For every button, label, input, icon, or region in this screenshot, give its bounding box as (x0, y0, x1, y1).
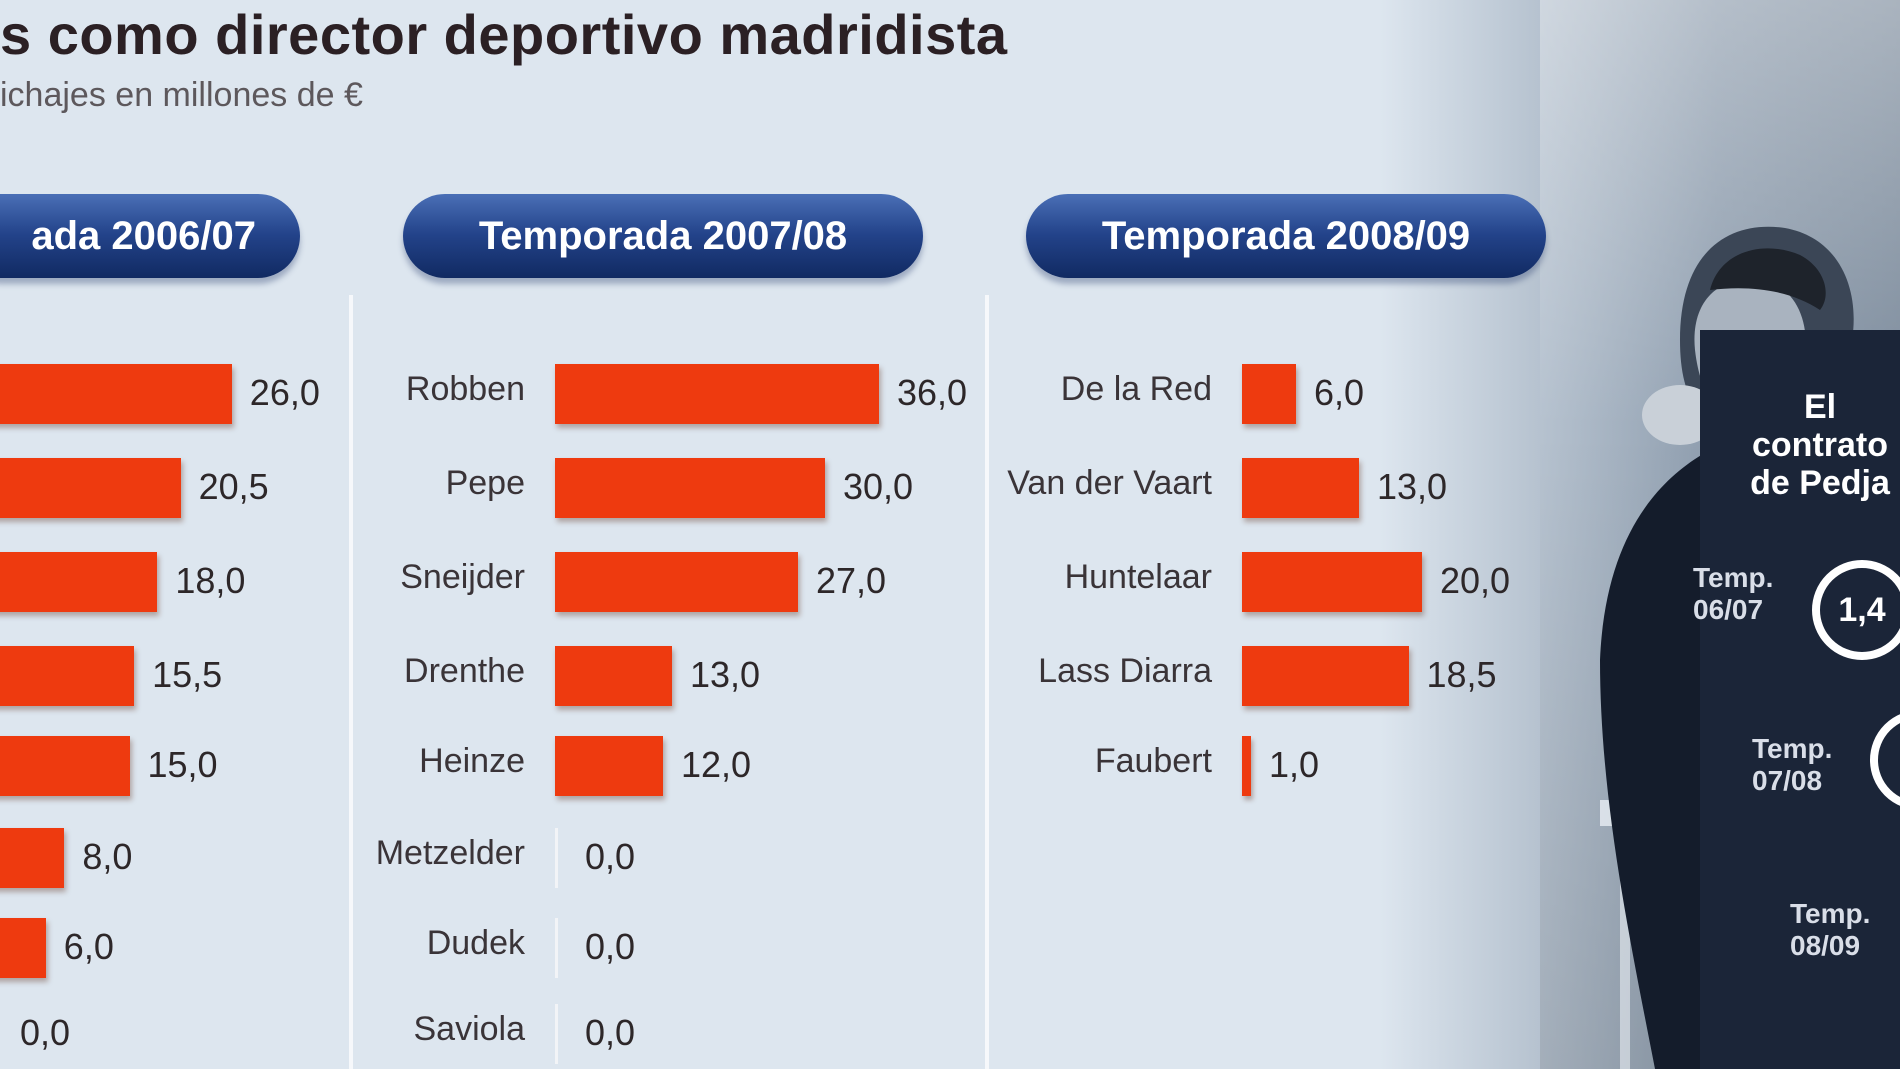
bar (555, 458, 825, 518)
season-header-label: ada 2006/07 (31, 213, 256, 258)
value-label: 20,5 (198, 466, 269, 507)
season-label-08-09: Temp. 08/09 (1790, 898, 1870, 962)
value-label: 18,0 (175, 560, 246, 601)
bar (555, 646, 672, 706)
panel-divider-1 (349, 295, 353, 1069)
value-label: 27,0 (816, 560, 887, 601)
category-label: Heinze (419, 742, 525, 780)
bar (0, 828, 65, 888)
value-label: 30,0 (843, 466, 914, 507)
category-label: De la Red (1060, 370, 1212, 408)
value-label: 18,5 (1426, 654, 1497, 695)
contract-value-ring-06-07: 1,4 (1812, 560, 1900, 660)
bar (0, 918, 46, 978)
bar (0, 552, 158, 612)
category-label: Sneijder (400, 558, 525, 596)
value-label: 0,0 (20, 1012, 71, 1053)
contract-heading: El contrato de Pedja (1735, 388, 1900, 502)
bar (1242, 646, 1409, 706)
category-label: Faubert (1094, 742, 1212, 780)
category-label: Van der Vaart (1007, 464, 1212, 502)
chart-subtitle: ichajes en millones de € (0, 76, 363, 114)
season-header-2008-09: Temporada 2008/09 (1026, 194, 1546, 278)
season-label-line: 08/09 (1790, 930, 1861, 961)
category-label: Drenthe (404, 652, 525, 690)
contract-value: 1,4 (1838, 590, 1886, 629)
season-header-2006-07: ada 2006/07 (0, 194, 300, 278)
value-label: 8,0 (82, 836, 133, 877)
season-header-label: Temporada 2007/08 (478, 213, 848, 258)
value-label: 20,0 (1440, 560, 1511, 601)
value-label: 0,0 (585, 926, 636, 967)
season-label-07-08: Temp. 07/08 (1752, 733, 1832, 797)
category-label: Huntelaar (1064, 558, 1212, 596)
category-label: Saviola (413, 1010, 525, 1048)
value-label: 15,0 (147, 744, 218, 785)
chart-title: s como director deportivo madridista (0, 3, 1008, 66)
season-label-06-07: Temp. 06/07 (1693, 562, 1773, 626)
bar (0, 364, 232, 424)
bar (555, 552, 798, 612)
value-label: 6,0 (1314, 372, 1365, 413)
zero-bar (555, 828, 558, 888)
bar (555, 364, 879, 424)
bar (1242, 736, 1251, 796)
category-label: Robben (405, 370, 525, 408)
value-label: 0,0 (585, 836, 636, 877)
value-label: 1,0 (1269, 744, 1320, 785)
bar (0, 736, 130, 796)
bar (0, 458, 181, 518)
value-label: 13,0 (1377, 466, 1448, 507)
category-label: Metzelder (375, 834, 525, 872)
value-label: 36,0 (897, 372, 968, 413)
value-label: 15,5 (152, 654, 223, 695)
category-label: Pepe (445, 464, 525, 502)
bar (1242, 552, 1422, 612)
bar (1242, 364, 1296, 424)
bar (1242, 458, 1359, 518)
contract-heading-line: contrato (1752, 426, 1888, 464)
zero-bar (555, 918, 558, 978)
value-label: 0,0 (585, 1012, 636, 1053)
contract-heading-line: El (1803, 388, 1837, 426)
value-label: 26,0 (249, 372, 320, 413)
season-header-label: Temporada 2008/09 (1101, 213, 1471, 258)
category-label: Lass Diarra (1038, 652, 1212, 690)
value-label: 12,0 (681, 744, 752, 785)
bar (0, 646, 135, 706)
value-label: 6,0 (63, 926, 114, 967)
season-label-line: 06/07 (1693, 594, 1764, 625)
season-label-line: Temp. (1693, 562, 1774, 593)
value-label: 13,0 (690, 654, 761, 695)
contract-panel (1700, 330, 1900, 1069)
category-label: Dudek (426, 924, 525, 962)
bar (555, 736, 663, 796)
season-label-line: Temp. (1790, 898, 1871, 929)
season-label-line: 07/08 (1752, 765, 1823, 796)
season-header-2007-08: Temporada 2007/08 (403, 194, 923, 278)
zero-bar (555, 1004, 558, 1064)
contract-heading-line: de Pedja (1750, 464, 1890, 502)
panel-divider-2 (985, 295, 989, 1069)
season-label-line: Temp. (1752, 733, 1833, 764)
